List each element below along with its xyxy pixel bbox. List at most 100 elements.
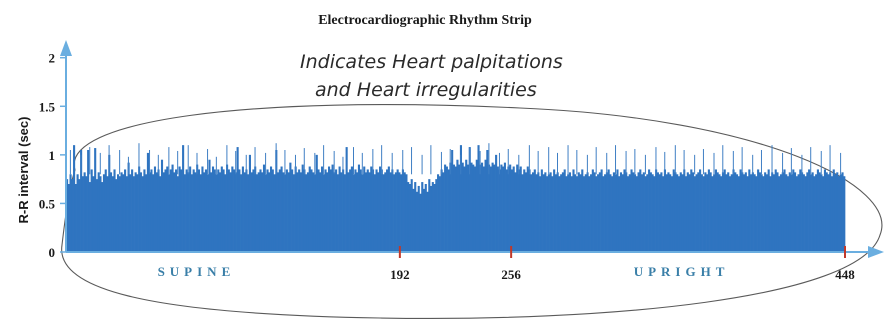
- rr-bar: [229, 172, 232, 252]
- rr-bar: [521, 174, 524, 252]
- rr-bar: [815, 174, 818, 252]
- rr-bar: [328, 166, 331, 252]
- rr-bar: [182, 145, 185, 252]
- rr-bar: [808, 169, 811, 252]
- rr-bar: [153, 166, 157, 252]
- rr-bar: [363, 166, 366, 252]
- annotation-line2: and Heart irregularities: [315, 79, 537, 101]
- rr-bar: [102, 174, 106, 252]
- rr-bar: [621, 174, 624, 252]
- rr-bar: [753, 174, 756, 252]
- rr-bar: [711, 176, 714, 252]
- rr-bar: [563, 169, 566, 252]
- rr-bar: [210, 172, 213, 252]
- rr-bar: [502, 166, 505, 252]
- rr-bar: [315, 154, 318, 252]
- rr-bar: [519, 166, 522, 252]
- rr-bar: [684, 176, 688, 252]
- rr-bar: [618, 176, 621, 252]
- rr-bar: [150, 169, 153, 252]
- rr-bar: [786, 176, 790, 252]
- rr-bar: [415, 191, 419, 252]
- rr-bar: [271, 169, 274, 252]
- rr-bar: [391, 169, 394, 252]
- rr-bar: [435, 179, 438, 252]
- rr-bar: [720, 176, 723, 252]
- rr-bar: [167, 174, 171, 252]
- rr-bar: [568, 172, 572, 252]
- rr-bar: [338, 166, 341, 252]
- rr-bar: [509, 164, 512, 252]
- rr-bar: [516, 164, 519, 252]
- rr-bar: [387, 166, 390, 252]
- rr-bar: [837, 176, 841, 252]
- rr-bar: [489, 166, 492, 252]
- rr-bar: [303, 169, 306, 252]
- rr-bar: [67, 184, 70, 252]
- rr-bar: [240, 174, 243, 252]
- rr-bar: [80, 150, 83, 252]
- rr-bar: [301, 164, 304, 252]
- rr-bar: [289, 162, 292, 252]
- rr-bar: [278, 169, 281, 252]
- rr-bar: [470, 162, 473, 252]
- rr-bar: [208, 159, 211, 252]
- rr-bar: [187, 172, 190, 252]
- rr-bar: [630, 169, 633, 252]
- rr-bar: [389, 172, 392, 252]
- rr-bar: [797, 174, 800, 252]
- rr-bar: [539, 176, 542, 252]
- rr-bar: [458, 164, 461, 252]
- rr-bar: [74, 184, 77, 252]
- rr-bar: [90, 169, 93, 252]
- rr-bar: [164, 169, 167, 252]
- rr-bar: [507, 166, 510, 252]
- rr-bar: [743, 174, 746, 252]
- rr-bar: [463, 166, 466, 252]
- rr-bar: [811, 172, 814, 252]
- rr-bar: [475, 159, 478, 252]
- rr-bar: [233, 169, 236, 252]
- rr-bar: [484, 159, 487, 252]
- rr-bar: [772, 174, 776, 252]
- rr-bar: [285, 169, 288, 252]
- rr-bar: [125, 176, 128, 252]
- rr-bar: [651, 174, 654, 252]
- rr-bar: [400, 174, 403, 252]
- rr-bar: [794, 172, 797, 252]
- rr-bar: [551, 176, 554, 252]
- rr-bar: [199, 174, 202, 252]
- rr-bar: [421, 182, 424, 252]
- rr-bar: [350, 166, 353, 252]
- rr-bar: [213, 169, 216, 252]
- rr-bar: [175, 169, 178, 252]
- rr-bar: [526, 166, 529, 252]
- rr-bar: [530, 174, 533, 252]
- rr-bar: [488, 164, 491, 252]
- rr-bar: [561, 172, 564, 252]
- rr-bar: [660, 172, 663, 252]
- rr-bar: [472, 164, 475, 252]
- rr-bar: [609, 174, 612, 252]
- rr-bar: [136, 174, 139, 252]
- rr-bar: [78, 179, 81, 252]
- rr-bar: [584, 174, 587, 252]
- rr-bar: [649, 172, 652, 252]
- rr-bar: [570, 176, 573, 252]
- rr-bar: [799, 169, 802, 252]
- rr-bar: [553, 169, 556, 252]
- rr-bar: [533, 169, 536, 252]
- rr-bar: [273, 174, 276, 252]
- y-axis-label: R-R interval (sec): [16, 117, 31, 224]
- rr-bar: [238, 169, 241, 252]
- rr-bar: [452, 164, 455, 252]
- rr-bar: [157, 169, 160, 252]
- rr-bar: [268, 172, 271, 252]
- rr-bar: [834, 174, 837, 252]
- rr-bar: [667, 172, 670, 252]
- rr-bar: [524, 172, 528, 252]
- rr-bar: [377, 172, 380, 252]
- y-tick-label: 1: [49, 148, 56, 163]
- rr-bar: [417, 185, 420, 252]
- rr-bar: [204, 169, 208, 252]
